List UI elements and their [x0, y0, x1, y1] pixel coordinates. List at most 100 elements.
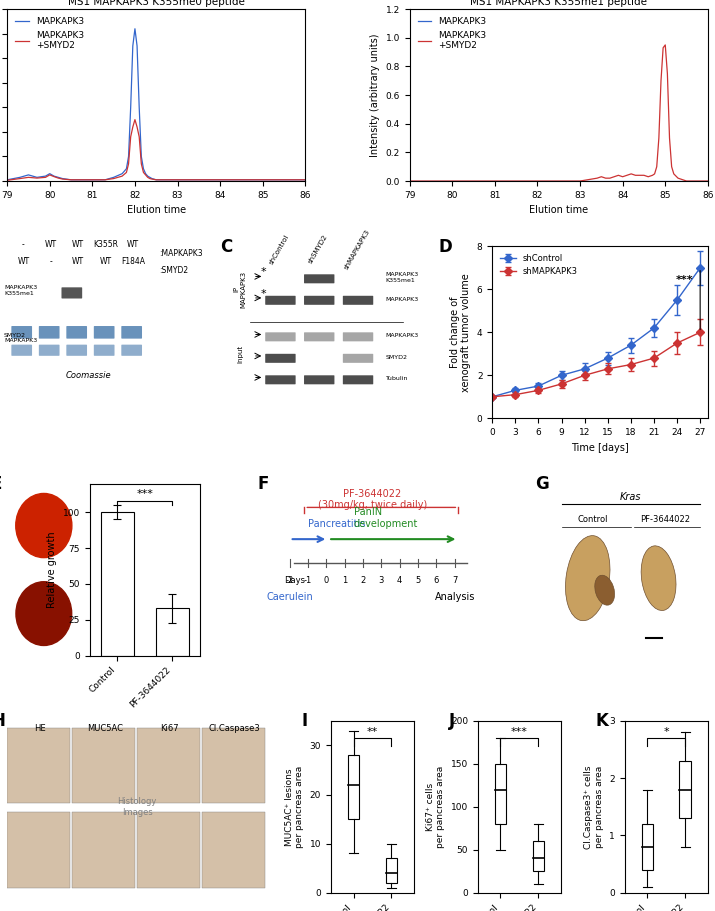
- MAPKAPK3: [164, 174, 173, 185]
- FancyBboxPatch shape: [304, 296, 335, 305]
- MAPKAPK3
+SMYD2: [631, 169, 640, 180]
- Text: Histology
Images: Histology Images: [117, 797, 157, 816]
- MAPKAPK3
+SMYD2: [674, 173, 682, 184]
- Bar: [72, 812, 134, 887]
- FancyBboxPatch shape: [265, 333, 295, 342]
- MAPKAPK3
+SMYD2: [182, 174, 190, 185]
- FancyBboxPatch shape: [304, 274, 335, 283]
- Bar: [137, 812, 199, 887]
- Circle shape: [16, 582, 72, 646]
- Text: WT: WT: [72, 241, 84, 250]
- MAPKAPK3: [490, 176, 499, 187]
- MAPKAPK3
+SMYD2: [137, 159, 146, 169]
- Text: SMYD2
MAPKAPK3: SMYD2 MAPKAPK3: [4, 333, 37, 343]
- MAPKAPK3
+SMYD2: [144, 172, 152, 183]
- MAPKAPK3: [704, 176, 712, 187]
- Text: ***: ***: [676, 275, 694, 285]
- Text: D: D: [438, 238, 452, 256]
- MAPKAPK3: [173, 174, 182, 185]
- Y-axis label: Intensity (arbitrary units): Intensity (arbitrary units): [370, 34, 380, 157]
- MAPKAPK3
+SMYD2: [584, 174, 593, 185]
- MAPKAPK3
+SMYD2: [109, 173, 118, 184]
- Bar: [385, 858, 397, 883]
- Title: MS1 MAPKAPK3 K355me1 peptide: MS1 MAPKAPK3 K355me1 peptide: [470, 0, 647, 7]
- MAPKAPK3
+SMYD2: [216, 174, 225, 185]
- MAPKAPK3: [33, 172, 41, 183]
- MAPKAPK3
+SMYD2: [593, 173, 601, 184]
- Text: 2: 2: [360, 576, 365, 585]
- MAPKAPK3
+SMYD2: [75, 174, 84, 185]
- Text: *: *: [261, 267, 267, 277]
- FancyBboxPatch shape: [39, 326, 59, 339]
- MAPKAPK3: [127, 102, 135, 113]
- MAPKAPK3
+SMYD2: [640, 169, 649, 180]
- MAPKAPK3: [129, 40, 137, 51]
- MAPKAPK3: [653, 176, 661, 187]
- MAPKAPK3
+SMYD2: [148, 174, 157, 185]
- Text: ***: ***: [511, 726, 528, 736]
- Bar: [202, 728, 265, 804]
- Text: F184A: F184A: [122, 258, 145, 266]
- MAPKAPK3: [41, 170, 50, 181]
- MAPKAPK3
+SMYD2: [127, 131, 135, 142]
- Text: Control: Control: [577, 515, 608, 524]
- MAPKAPK3
+SMYD2: [469, 176, 478, 187]
- MAPKAPK3
+SMYD2: [146, 173, 154, 184]
- MAPKAPK3: [124, 151, 133, 162]
- MAPKAPK3: [66, 174, 75, 185]
- MAPKAPK3
+SMYD2: [682, 176, 691, 187]
- Y-axis label: Cl.Caspase3⁺ cells
per pancreas area: Cl.Caspase3⁺ cells per pancreas area: [584, 765, 603, 848]
- MAPKAPK3: [137, 151, 146, 162]
- Text: shMAPKAPK3: shMAPKAPK3: [343, 228, 371, 271]
- MAPKAPK3
+SMYD2: [3, 175, 11, 186]
- Bar: [495, 763, 506, 824]
- MAPKAPK3
+SMYD2: [194, 174, 203, 185]
- Text: :MAPKAPK3: :MAPKAPK3: [159, 249, 203, 258]
- FancyBboxPatch shape: [265, 353, 295, 363]
- Bar: [156, 609, 189, 656]
- FancyBboxPatch shape: [66, 344, 87, 356]
- MAPKAPK3: [135, 102, 144, 113]
- MAPKAPK3
+SMYD2: [490, 176, 499, 187]
- Bar: [7, 728, 69, 804]
- FancyBboxPatch shape: [304, 375, 335, 384]
- Bar: [641, 824, 653, 870]
- MAPKAPK3: [669, 176, 678, 187]
- MAPKAPK3
+SMYD2: [50, 171, 59, 182]
- Text: PanIN
development: PanIN development: [354, 507, 418, 528]
- Text: WT: WT: [127, 241, 139, 250]
- MAPKAPK3
+SMYD2: [258, 174, 267, 185]
- Bar: [137, 728, 199, 804]
- MAPKAPK3
+SMYD2: [131, 114, 139, 125]
- Legend: MAPKAPK3, MAPKAPK3
+SMYD2: MAPKAPK3, MAPKAPK3 +SMYD2: [414, 14, 490, 54]
- FancyBboxPatch shape: [342, 353, 373, 363]
- X-axis label: Elution time: Elution time: [127, 205, 186, 215]
- MAPKAPK3: [109, 172, 118, 183]
- Text: 3: 3: [379, 576, 384, 585]
- MAPKAPK3
+SMYD2: [122, 167, 131, 178]
- MAPKAPK3
+SMYD2: [659, 42, 667, 53]
- Text: shSMYD2: shSMYD2: [307, 233, 329, 265]
- FancyBboxPatch shape: [265, 296, 295, 305]
- Text: J: J: [448, 712, 455, 731]
- Title: MS1 MAPKAPK3 K355me0 peptide: MS1 MAPKAPK3 K355me0 peptide: [68, 0, 245, 7]
- MAPKAPK3: [58, 173, 66, 184]
- MAPKAPK3: [88, 174, 97, 185]
- MAPKAPK3: [122, 163, 131, 174]
- MAPKAPK3: [597, 176, 606, 187]
- MAPKAPK3
+SMYD2: [606, 173, 614, 184]
- FancyBboxPatch shape: [39, 344, 59, 356]
- Text: shControl: shControl: [269, 233, 290, 265]
- Y-axis label: MUC5AC⁺ lesions
per pancreas area: MUC5AC⁺ lesions per pancreas area: [285, 765, 304, 848]
- Text: E: E: [0, 475, 2, 493]
- Text: PF-3644022: PF-3644022: [0, 824, 1, 875]
- FancyBboxPatch shape: [342, 333, 373, 342]
- Text: HE: HE: [34, 724, 46, 733]
- MAPKAPK3
+SMYD2: [576, 176, 584, 187]
- FancyBboxPatch shape: [342, 274, 373, 283]
- Text: Cl.Caspase3: Cl.Caspase3: [209, 724, 260, 733]
- MAPKAPK3: [24, 169, 33, 180]
- FancyBboxPatch shape: [122, 344, 142, 356]
- MAPKAPK3
+SMYD2: [129, 121, 137, 132]
- MAPKAPK3: [533, 176, 542, 187]
